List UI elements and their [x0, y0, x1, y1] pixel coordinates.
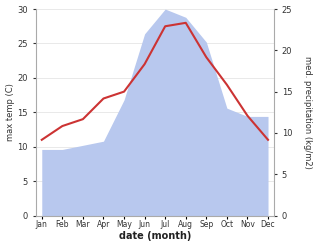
X-axis label: date (month): date (month): [119, 231, 191, 242]
Y-axis label: med. precipitation (kg/m2): med. precipitation (kg/m2): [303, 56, 313, 169]
Y-axis label: max temp (C): max temp (C): [5, 83, 15, 141]
